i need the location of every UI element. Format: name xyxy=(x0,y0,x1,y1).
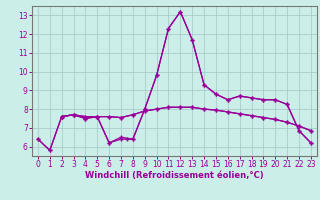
X-axis label: Windchill (Refroidissement éolien,°C): Windchill (Refroidissement éolien,°C) xyxy=(85,171,264,180)
